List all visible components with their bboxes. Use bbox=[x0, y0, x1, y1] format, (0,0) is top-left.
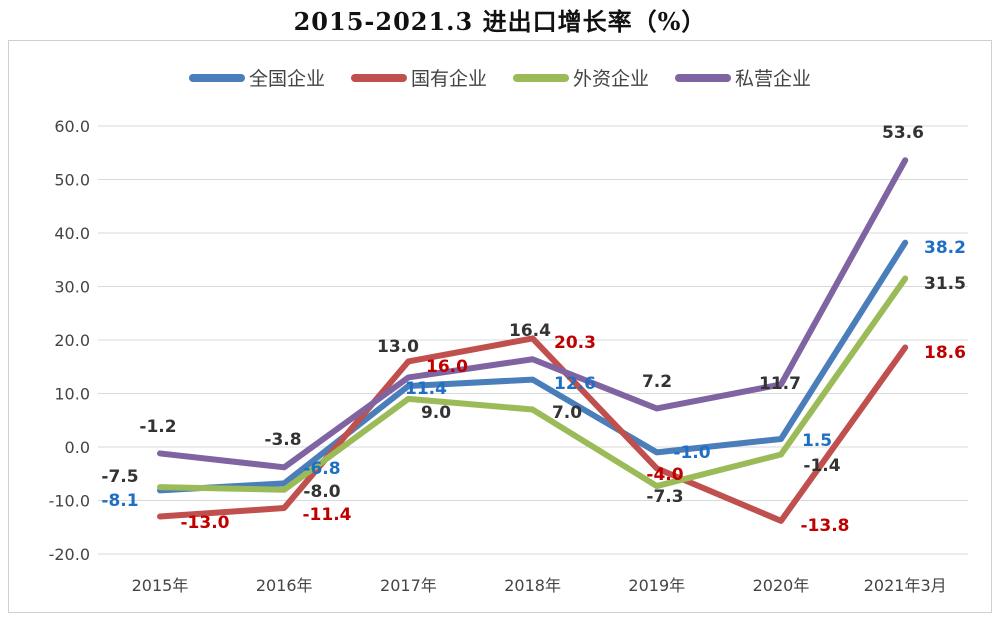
data-label: -13.0 bbox=[181, 513, 230, 533]
legend-item: 全国企业 bbox=[188, 64, 325, 91]
data-label: 11.4 bbox=[405, 379, 447, 399]
series-line bbox=[157, 275, 909, 493]
legend-label: 外资企业 bbox=[573, 68, 650, 90]
y-tick-label: 60.0 bbox=[54, 117, 90, 136]
data-label: 7.0 bbox=[552, 403, 582, 423]
chart-frame bbox=[8, 40, 992, 613]
legend: 全国企业 国有企业 外资企业 私营企业 bbox=[0, 64, 1000, 91]
data-label: 7.2 bbox=[642, 372, 672, 392]
data-label: 18.6 bbox=[924, 343, 966, 363]
x-tick-label: 2017年 bbox=[380, 576, 437, 595]
x-tick-label: 2019年 bbox=[628, 576, 685, 595]
y-tick-label: 30.0 bbox=[54, 278, 90, 297]
data-label: 13.0 bbox=[377, 337, 419, 357]
legend-swatch bbox=[350, 73, 407, 82]
x-tick-label: 2020年 bbox=[753, 576, 810, 595]
legend-item: 私营企业 bbox=[675, 64, 811, 91]
data-label: -8.0 bbox=[303, 482, 340, 502]
y-tick-label: 40.0 bbox=[54, 224, 90, 243]
y-tick-label: 50.0 bbox=[54, 171, 90, 190]
data-label: 53.6 bbox=[882, 123, 924, 143]
data-label: 38.2 bbox=[924, 238, 966, 258]
data-label: 16.4 bbox=[509, 321, 551, 341]
x-tick-label: 2015年 bbox=[132, 576, 189, 595]
x-tick-label: 2021年3月 bbox=[864, 576, 947, 595]
legend-label: 私营企业 bbox=[735, 68, 812, 90]
legend-swatch bbox=[513, 73, 569, 82]
data-label: 16.0 bbox=[426, 357, 468, 377]
legend-label: 全国企业 bbox=[248, 68, 325, 90]
legend-swatch bbox=[675, 73, 732, 82]
data-label: -8.1 bbox=[101, 491, 138, 511]
data-label: 20.3 bbox=[554, 333, 596, 353]
data-label: 11.7 bbox=[759, 374, 801, 394]
y-tick-label: 0.0 bbox=[65, 438, 90, 457]
data-label: -7.3 bbox=[646, 487, 683, 507]
legend-swatch bbox=[188, 73, 245, 82]
chart-title: 2015-2021.3 进出口增长率（%） bbox=[293, 7, 707, 36]
x-tick-label: 2016年 bbox=[256, 576, 313, 595]
y-tick-label: -10.0 bbox=[49, 492, 90, 511]
legend-item: 国有企业 bbox=[350, 64, 487, 91]
data-label: 31.5 bbox=[924, 274, 966, 294]
data-label: -13.8 bbox=[801, 516, 850, 536]
legend-item: 外资企业 bbox=[513, 64, 649, 91]
data-label: -1.4 bbox=[803, 456, 840, 476]
data-label: -7.5 bbox=[101, 467, 138, 487]
x-tick-label: 2018年 bbox=[504, 576, 561, 595]
data-label: -3.8 bbox=[264, 430, 301, 450]
data-label: -4.0 bbox=[646, 465, 683, 485]
series-line bbox=[157, 239, 909, 494]
series-line bbox=[157, 335, 909, 524]
data-label: -1.2 bbox=[139, 417, 176, 437]
y-tick-label: -20.0 bbox=[49, 545, 90, 564]
data-label: -6.8 bbox=[303, 459, 340, 479]
legend-label: 国有企业 bbox=[410, 68, 487, 90]
data-label: 9.0 bbox=[421, 403, 451, 423]
data-label: 1.5 bbox=[802, 431, 832, 451]
data-label: -1.0 bbox=[673, 443, 710, 463]
data-label: 12.6 bbox=[554, 374, 596, 394]
y-tick-label: 20.0 bbox=[54, 331, 90, 350]
y-tick-label: 10.0 bbox=[54, 385, 90, 404]
data-label: -11.4 bbox=[303, 505, 352, 525]
series-line bbox=[157, 157, 909, 471]
